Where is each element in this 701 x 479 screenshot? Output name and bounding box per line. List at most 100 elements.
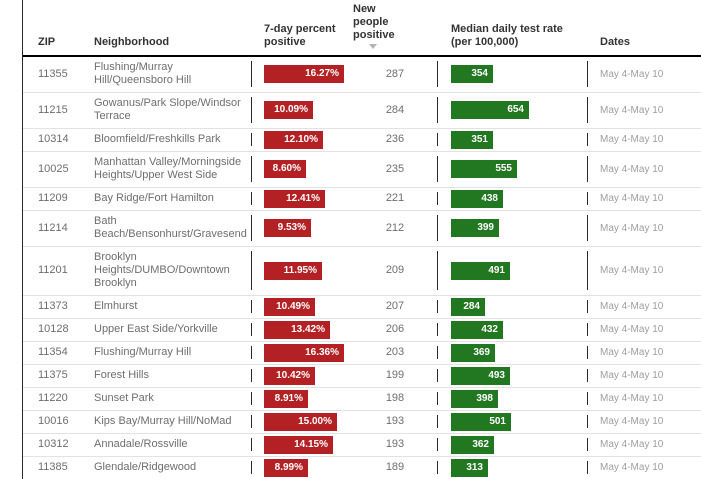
neighborhood-value: Brooklyn Heights/DUMBO/Downtown Brooklyn: [94, 251, 230, 289]
percent-positive-bar: 9.53%: [264, 219, 311, 237]
dates-value: May 4-May 10: [587, 369, 701, 382]
sort-descending-icon: [369, 44, 377, 49]
test-rate-cell: 555: [437, 156, 587, 182]
percent-positive-label: 11.95%: [283, 264, 317, 276]
zip-value: 11373: [38, 300, 68, 312]
table-row: 10025 Manhattan Valley/Morningside Height…: [23, 152, 701, 188]
test-rate-bar: 354: [451, 65, 493, 83]
percent-positive-bar: 15.00%: [264, 412, 337, 431]
test-rate-label: 313: [466, 461, 483, 473]
percent-positive-label: 14.15%: [294, 438, 328, 450]
dates-value: May 4-May 10: [587, 97, 701, 123]
table-row: 11385 Glendale/Ridgewood 8.99% 189 313 May 4-…: [23, 457, 701, 479]
percent-positive-cell: 10.49%: [251, 297, 353, 316]
new-people-positive-value: 212: [385, 221, 405, 234]
percent-positive-label: 13.42%: [291, 323, 325, 335]
dates-value: May 4-May 10: [587, 300, 701, 313]
zip-value: 11214: [38, 221, 68, 234]
percent-positive-cell: 13.42%: [251, 320, 353, 339]
new-people-positive-value: 287: [385, 67, 405, 80]
dates-value: May 4-May 10: [587, 438, 701, 451]
dates-value: May 4-May 10: [587, 215, 701, 241]
test-rate-label: 491: [488, 264, 505, 276]
percent-positive-bar: 8.91%: [264, 389, 308, 408]
percent-positive-cell: 16.36%: [251, 343, 353, 362]
test-rate-cell: 438: [437, 189, 587, 208]
new-people-positive-value: 235: [385, 162, 405, 175]
new-people-positive-value: 284: [385, 103, 405, 116]
zip-covid-table: ZIP Neighborhood 7-day percent positive …: [22, 0, 701, 479]
percent-positive-label: 12.10%: [284, 133, 318, 145]
percent-positive-cell: 12.10%: [251, 130, 353, 149]
header-new-people-positive-label: New people positive: [353, 3, 395, 41]
header-percent-positive[interactable]: 7-day percent positive: [264, 23, 336, 48]
percent-positive-label: 12.41%: [286, 192, 320, 204]
test-rate-bar: 398: [451, 389, 498, 408]
table-row: 11373 Elmhurst 10.49% 207 284 May 4-May 10: [23, 296, 701, 319]
percent-positive-cell: 16.27%: [251, 61, 353, 87]
test-rate-cell: 369: [437, 343, 587, 362]
percent-positive-bar: 12.41%: [264, 189, 325, 208]
zip-value: 10314: [38, 133, 69, 145]
percent-positive-bar: 8.60%: [264, 160, 306, 178]
test-rate-label: 399: [477, 222, 494, 233]
zip-value: 10128: [38, 323, 69, 335]
percent-positive-label: 10.42%: [276, 369, 310, 381]
new-people-positive-value: 236: [385, 133, 405, 145]
dates-value: May 4-May 10: [587, 251, 701, 290]
table-header-row: ZIP Neighborhood 7-day percent positive …: [23, 0, 701, 57]
percent-positive-label: 8.91%: [274, 392, 303, 404]
test-rate-cell: 313: [437, 458, 587, 477]
neighborhood-value: Bloomfield/Freshkills Park: [94, 133, 221, 145]
percent-positive-label: 10.49%: [276, 300, 310, 312]
new-people-positive-value: 193: [385, 438, 405, 450]
header-neighborhood[interactable]: Neighborhood: [94, 36, 170, 48]
percent-positive-bar: 10.42%: [264, 366, 315, 385]
header-new-people-positive[interactable]: New people positive: [353, 3, 437, 55]
header-dates[interactable]: Dates: [600, 36, 630, 48]
percent-positive-cell: 10.09%: [251, 97, 353, 123]
dates-value: May 4-May 10: [587, 133, 701, 146]
test-rate-label: 351: [471, 133, 488, 145]
test-rate-bar: 362: [451, 435, 494, 454]
test-rate-label: 654: [507, 104, 524, 115]
zip-value: 11354: [38, 346, 68, 358]
neighborhood-value: Sunset Park: [94, 392, 154, 404]
header-zip[interactable]: ZIP: [38, 36, 56, 48]
test-rate-bar: 438: [451, 189, 503, 208]
table-row: 11209 Bay Ridge/Fort Hamilton 12.41% 221 438…: [23, 188, 701, 211]
table-row: 11220 Sunset Park 8.91% 198 398 May 4-May 10: [23, 388, 701, 411]
header-median-test-rate[interactable]: Median daily test rate (per 100,000): [437, 23, 587, 55]
percent-positive-cell: 12.41%: [251, 189, 353, 208]
zip-value: 11385: [38, 461, 68, 473]
neighborhood-value: Annadale/Rossville: [94, 438, 188, 450]
new-people-positive-value: 203: [385, 346, 405, 358]
test-rate-label: 501: [489, 415, 506, 427]
test-rate-bar: 493: [451, 366, 510, 385]
header-median-test-rate-label: Median daily test rate (per 100,000): [451, 23, 563, 48]
test-rate-label: 398: [476, 392, 493, 404]
new-people-positive-value: 199: [385, 369, 405, 381]
zip-value: 10312: [38, 438, 69, 450]
neighborhood-value: Bay Ridge/Fort Hamilton: [94, 192, 214, 204]
dates-value: May 4-May 10: [587, 192, 701, 205]
new-people-positive-value: 198: [385, 392, 405, 404]
dates-value: May 4-May 10: [587, 323, 701, 336]
test-rate-label: 493: [488, 369, 505, 381]
percent-positive-bar: 14.15%: [264, 435, 333, 454]
dates-value: May 4-May 10: [587, 415, 701, 428]
test-rate-bar: 313: [451, 458, 488, 477]
percent-positive-label: 9.53%: [277, 222, 306, 233]
percent-positive-bar: 12.10%: [264, 130, 323, 149]
percent-positive-cell: 8.91%: [251, 389, 353, 408]
test-rate-cell: 501: [437, 412, 587, 431]
table-row: 11214 Bath Beach/Bensonhurst/Gravesend 9.5…: [23, 211, 701, 247]
new-people-positive-value: 189: [385, 461, 405, 473]
test-rate-bar: 369: [451, 343, 495, 362]
neighborhood-value: Gowanus/Park Slope/Windsor Terrace: [94, 97, 241, 122]
zip-value: 11215: [38, 103, 68, 116]
neighborhood-value: Flushing/Murray Hill: [94, 346, 192, 358]
new-people-positive-value: 206: [385, 323, 405, 335]
percent-positive-bar: 13.42%: [264, 320, 330, 339]
test-rate-label: 555: [495, 163, 512, 174]
